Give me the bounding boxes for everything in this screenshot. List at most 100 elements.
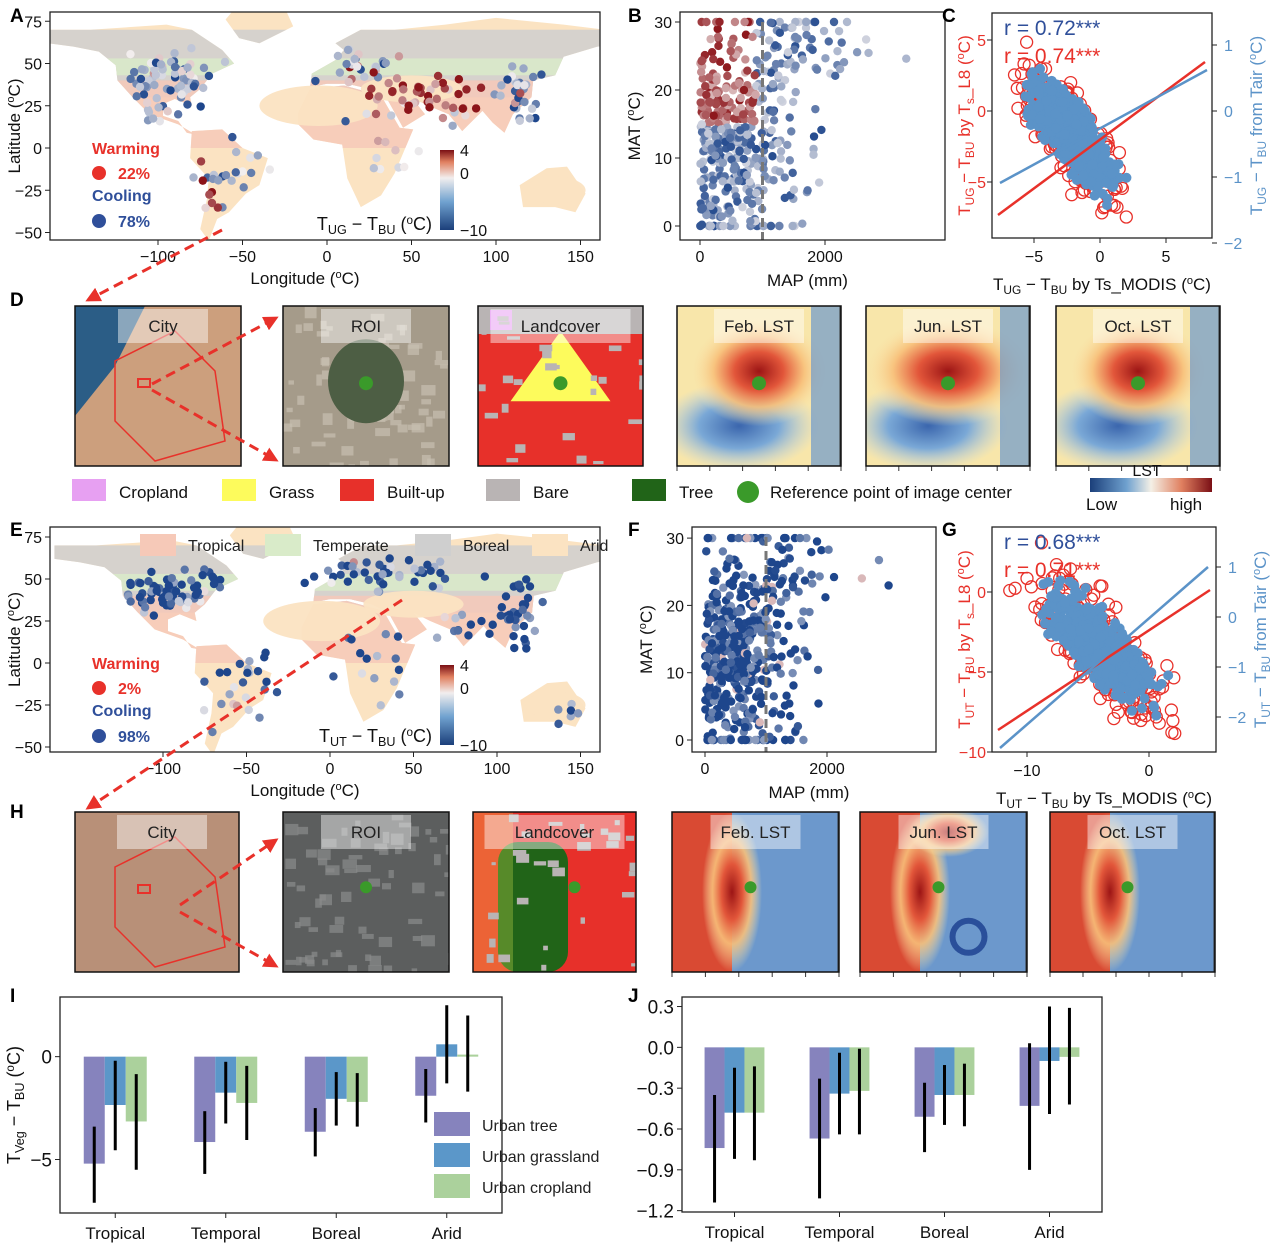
j-bar-chart: Tropical Temporal Boreal Arid 0.3 0.0 −0.3 −0.6… <box>636 996 1103 1242</box>
cool-edge <box>1000 306 1030 466</box>
image-frame <box>282 811 450 973</box>
city-point <box>379 580 388 589</box>
city-point <box>529 72 538 82</box>
building <box>378 936 393 948</box>
city-point <box>757 156 767 165</box>
city-point <box>767 126 776 135</box>
city-point <box>200 587 209 596</box>
city-point <box>726 658 736 667</box>
city-point <box>520 81 529 90</box>
lst-low-label: Low <box>1086 495 1118 514</box>
building <box>395 847 402 855</box>
image-jun-lst-d: Jun. LST <box>865 305 1031 471</box>
y-tick-label: 0.3 <box>648 998 674 1019</box>
city-point <box>186 70 195 79</box>
city-point <box>789 681 798 690</box>
city-point <box>718 547 728 556</box>
tair-point <box>1059 597 1070 608</box>
tair-point <box>1094 680 1105 691</box>
city-point <box>222 667 232 677</box>
city-point <box>760 140 770 150</box>
arid-zone <box>259 85 378 127</box>
image-city-h: City <box>74 811 240 973</box>
caption-backdrop <box>903 309 993 343</box>
image-caption: Feb. LST <box>724 317 794 336</box>
bare-patch <box>533 861 547 866</box>
tair-point <box>1078 170 1089 181</box>
city-point <box>707 144 716 153</box>
city-point <box>724 673 734 683</box>
tair-point <box>1041 95 1052 106</box>
city-point <box>503 75 512 84</box>
city-point <box>357 669 367 678</box>
city-point <box>255 713 264 722</box>
city-point <box>730 17 740 27</box>
tair-point <box>1073 636 1084 647</box>
right-tick-label: −1 <box>1228 660 1246 677</box>
city-point <box>235 659 245 669</box>
l8-point <box>1164 703 1179 717</box>
colorbar-label: TUG − TBU (oC) <box>317 214 432 237</box>
city-point <box>798 55 808 64</box>
city-point <box>519 621 529 631</box>
mat-tick-label: 10 <box>654 151 672 168</box>
building <box>320 358 330 366</box>
city-point <box>166 86 175 95</box>
map-tick-label: 2000 <box>809 761 845 778</box>
city-point <box>780 173 789 182</box>
tair-fit-line <box>999 68 1208 185</box>
x-axis-label: TUG − TBU by Ts_MODIS (oC) <box>993 275 1211 297</box>
city-point <box>527 104 537 113</box>
city-point <box>414 83 423 92</box>
x-axis-label: MAP (mm) <box>767 271 848 290</box>
colorbar-tick: −10 <box>460 223 487 240</box>
latitude-tick-label: 75 <box>24 530 42 547</box>
city-point <box>718 177 727 186</box>
bare-patch <box>497 316 509 321</box>
city-point <box>751 90 760 99</box>
lst-colorbar <box>1090 478 1212 492</box>
bare-patch <box>548 821 563 826</box>
city-point <box>697 120 707 129</box>
city-point <box>745 177 754 186</box>
building <box>311 441 326 447</box>
city-point <box>736 659 746 668</box>
city-point <box>139 90 149 99</box>
image-content <box>866 306 1030 466</box>
city-point <box>819 26 829 36</box>
city-point <box>183 598 193 607</box>
city-point <box>739 570 749 579</box>
city-point <box>362 558 371 567</box>
city-point <box>171 587 181 596</box>
warming-legend-label: Warming <box>92 141 160 158</box>
bare-patch <box>628 419 642 425</box>
tair-point <box>1136 703 1147 714</box>
caption-backdrop <box>321 815 411 849</box>
mat-tick-label: 30 <box>666 531 684 548</box>
city-point <box>769 652 779 662</box>
city-point <box>719 735 728 745</box>
city-point <box>510 643 519 653</box>
city-point <box>573 709 583 718</box>
building <box>421 385 436 396</box>
image-frame <box>74 811 240 973</box>
bare-patch <box>542 349 552 359</box>
bare-patch <box>598 376 607 384</box>
image-caption: City <box>148 317 178 336</box>
tair-point <box>1046 85 1057 96</box>
panel-letter-h: H <box>10 802 24 823</box>
arrow-to-roi-h <box>179 838 279 907</box>
city-point <box>511 622 520 632</box>
city-point <box>721 93 731 103</box>
city-point <box>394 52 404 61</box>
building <box>397 424 408 433</box>
tair-point <box>1086 176 1097 187</box>
y-tick-label: −0.9 <box>636 1161 674 1182</box>
city-point <box>721 665 731 674</box>
building <box>440 828 449 834</box>
city-point <box>311 76 320 86</box>
city-point <box>725 133 735 143</box>
city-point <box>726 142 736 151</box>
city-point <box>697 56 707 65</box>
city-point <box>726 533 736 543</box>
